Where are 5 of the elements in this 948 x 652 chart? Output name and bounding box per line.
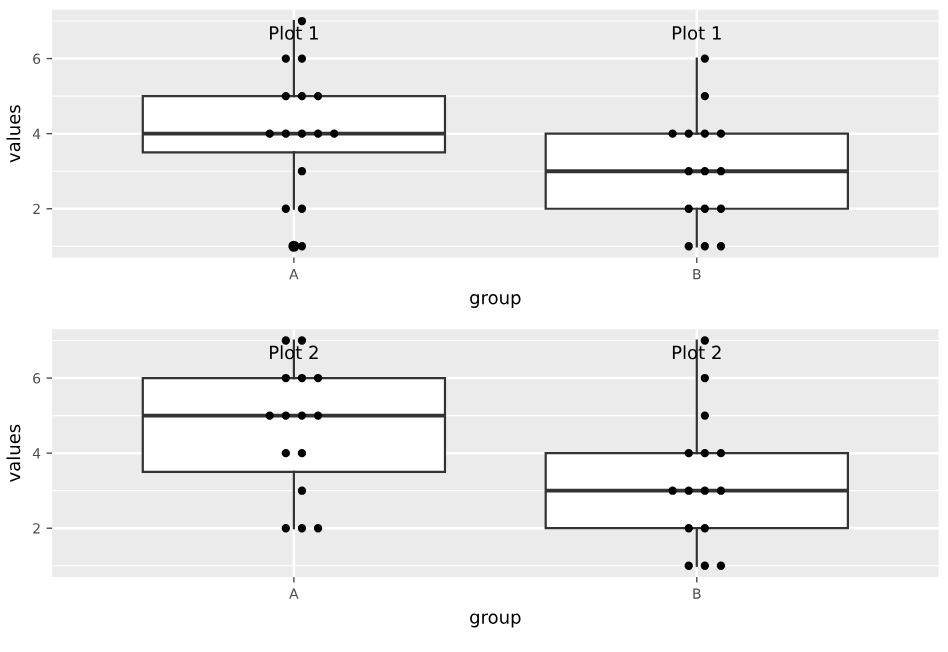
annotation: Plot 1: [672, 25, 721, 40]
y-axis-title: values: [6, 105, 21, 163]
x-axis-title: group: [470, 613, 521, 628]
y-axis-title: values: [6, 424, 21, 482]
x-axis-title: group: [470, 294, 521, 308]
